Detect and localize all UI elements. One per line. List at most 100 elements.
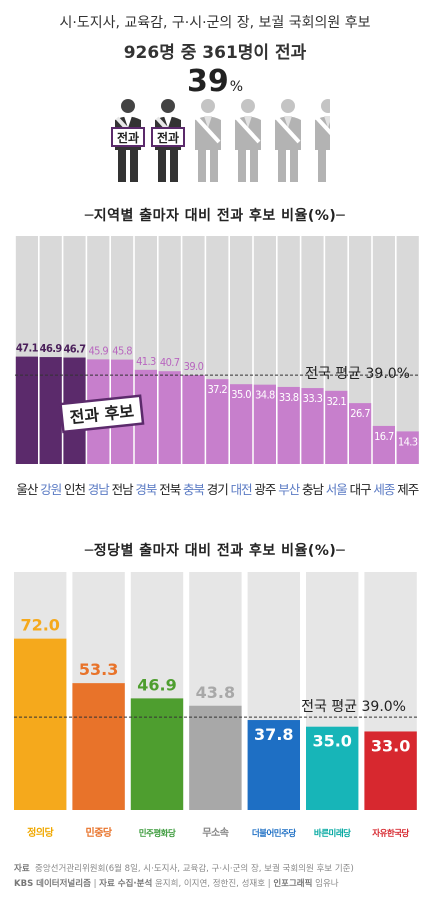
region-chart-title: ─지역별 출마자 대비 전과 후보 비율(%)─ — [84, 208, 346, 224]
region-category-label: 경남 — [88, 482, 111, 497]
region-value-label: 46.7 — [63, 343, 86, 356]
region-value-label: 41.3 — [136, 355, 156, 368]
region-category-label: 서울 — [326, 482, 348, 497]
party-logo-label: 무소속 — [202, 827, 228, 839]
region-bar — [349, 403, 372, 464]
percent-unit: % — [229, 79, 244, 95]
figure-leg — [210, 150, 218, 182]
region-value-label: 37.2 — [207, 383, 227, 396]
figure-head — [241, 99, 255, 113]
region-category-label: 경기 — [207, 482, 228, 497]
region-category-label: 충북 — [183, 482, 205, 497]
candidate-figure-convicted: 전과 — [111, 99, 145, 182]
party-value-label: 33.0 — [371, 736, 410, 755]
region-category-label: 대전 — [231, 482, 253, 497]
figure-leg — [170, 150, 178, 182]
figure-leg — [318, 150, 326, 182]
region-bar-background — [372, 236, 395, 464]
region-category-label: 경북 — [135, 482, 157, 497]
region-category-label: 제주 — [397, 482, 419, 497]
region-badge-box — [59, 394, 145, 434]
figure-shirt — [124, 116, 132, 128]
party-bar — [130, 698, 184, 810]
region-value-label: 46.9 — [40, 342, 63, 355]
conviction-badge-label: 전과 — [157, 130, 179, 145]
region-value-label: 45.9 — [88, 344, 108, 357]
figure-leg — [130, 150, 138, 182]
region-value-label: 32.1 — [326, 395, 346, 408]
region-value-label: 26.7 — [350, 407, 370, 420]
region-value-label: 39.0 — [184, 360, 204, 373]
figure-leg — [118, 150, 126, 182]
header-main: 926명 중 361명이 전과 — [123, 43, 307, 63]
party-logo-label: 민중당 — [86, 826, 113, 839]
region-bar — [372, 425, 395, 464]
region-value-label: 33.8 — [279, 391, 299, 404]
party-logo-label: 정의당 — [27, 826, 54, 839]
region-bar — [230, 384, 253, 464]
region-bar — [325, 390, 348, 464]
region-bar — [277, 386, 300, 464]
region-bar-background — [396, 236, 419, 464]
figure-shirt — [284, 116, 292, 128]
party-logo-label: 민주평화당 — [139, 828, 176, 839]
figure-head — [161, 99, 175, 113]
region-category-label: 울산 — [16, 482, 39, 497]
region-category-label: 광주 — [254, 482, 276, 497]
header-subtitle: 시·도지사, 교육감, 구·시·군의 장, 보궐 국회의원 후보 — [59, 15, 371, 31]
party-bar — [247, 720, 300, 810]
party-bar — [306, 726, 359, 810]
party-value-label: 53.3 — [79, 660, 118, 679]
candidate-figure-convicted: 전과 — [151, 99, 185, 182]
party-logo-label: 자유한국당 — [372, 828, 409, 839]
region-value-label: 47.1 — [16, 342, 39, 355]
region-bar — [182, 375, 205, 464]
candidate-figure — [195, 99, 221, 182]
region-bar — [301, 388, 324, 464]
party-average-label: 전국 평균 39.0% — [301, 699, 406, 715]
party-value-label: 43.8 — [196, 683, 235, 702]
party-bar — [14, 638, 67, 810]
people-pictogram: 전과 전과 — [111, 99, 330, 182]
figure-leg — [290, 150, 298, 182]
region-category-label: 세종 — [373, 482, 395, 497]
region-average-label: 전국 평균 39.0% — [305, 366, 410, 382]
party-bar — [189, 705, 242, 810]
party-bar — [72, 683, 125, 810]
party-logo-label: 바른미래당 — [314, 828, 351, 839]
conviction-badge — [111, 127, 145, 147]
figure-shirt — [204, 116, 212, 128]
figure-head — [281, 99, 295, 113]
figure-shirt — [324, 116, 330, 128]
region-category-label: 전남 — [112, 482, 135, 497]
source-line-1: 자료 중앙선거관리위원회(6월 8일, 시·도지사, 교육감, 구·시·군의 장… — [14, 864, 354, 874]
figure-leg — [158, 150, 166, 182]
party-bar — [364, 731, 417, 810]
source-line-2: KBS 데이터저널리즘 | 자료 수집·분석 윤지희, 이지연, 정한진, 성재… — [14, 879, 339, 889]
region-badge: 전과 후보 — [59, 394, 145, 434]
region-category-label: 충남 — [302, 482, 325, 497]
region-category-label: 전북 — [159, 482, 181, 497]
party-value-label: 46.9 — [137, 675, 176, 694]
region-bar — [15, 356, 39, 464]
party-chart-title: ─정당별 출마자 대비 전과 후보 비율(%)─ — [84, 543, 346, 559]
region-category-label: 인천 — [64, 482, 86, 497]
figure-sash — [275, 116, 301, 144]
region-value-label: 40.7 — [160, 356, 180, 369]
figure-leg — [250, 150, 258, 182]
figure-leg — [198, 150, 206, 182]
conviction-badge-label: 전과 — [117, 130, 139, 145]
percent-value: 39 — [186, 64, 229, 99]
region-bar — [158, 371, 181, 464]
figure-leg — [238, 150, 246, 182]
figure-head — [321, 99, 330, 113]
party-logo-label: 더불어민주당 — [252, 828, 297, 839]
region-bar — [206, 379, 229, 464]
region-category-label: 대구 — [350, 482, 372, 497]
candidate-figure — [275, 99, 301, 182]
candidate-figure — [315, 99, 330, 182]
figure-head — [201, 99, 215, 113]
figure-sash — [235, 116, 261, 144]
region-value-label: 14.3 — [398, 435, 418, 448]
region-category-label: 강원 — [40, 482, 62, 497]
